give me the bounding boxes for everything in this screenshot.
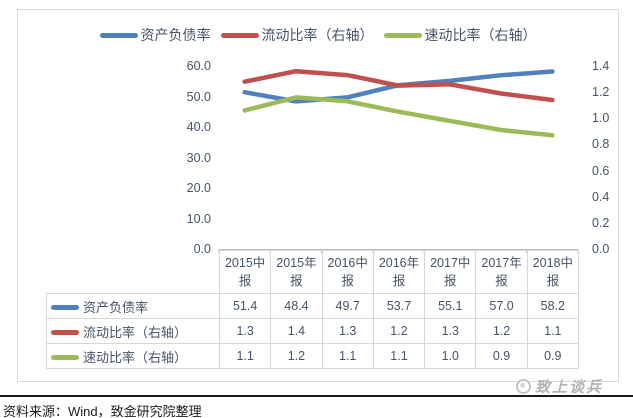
legend-line-swatch [220,32,259,38]
left-axis-tick: 60.0 [186,59,211,73]
left-axis-tick: 20.0 [186,181,211,195]
source-note: 资料来源：Wind，致金研究院整理 [3,404,202,418]
row-key-line-swatch [51,354,79,360]
table-value-cell: 48.4 [270,293,323,319]
table-header-cell: 2017中报 [424,250,477,294]
legend-item-0: 资产负债率 [99,25,211,45]
table-value-cell: 1.3 [218,318,272,344]
right-axis-tick: 1.4 [592,59,610,73]
left-axis-tick: 40.0 [186,120,211,134]
right-axis-tick: 1.0 [592,111,610,126]
left-axis-tick: 10.0 [186,211,211,226]
right-axis-tick: 0.4 [592,189,610,204]
right-axis-tick: 1.2 [592,85,610,100]
legend-label: 速动比率（右轴） [424,27,537,43]
table-value-cell: 1.1 [218,343,272,369]
left-axis-tick: 50.0 [186,89,211,104]
watermark-logo-icon [516,379,531,394]
table-value-cell: 1.3 [424,318,477,344]
legend-item-2: 速动比率（右轴） [383,25,537,45]
table-value-cell: 53.7 [372,293,426,319]
table-value-cell: 1.1 [372,343,426,369]
series-line-1 [242,68,555,103]
table-value-cell: 1.1 [526,318,579,344]
watermark: 致上谈兵 [516,376,603,397]
table-row-2: 速动比率（右轴） 1.1 1.2 1.1 1.1 1.0 0.9 0.9 [46,343,579,369]
right-axis-tick: 0.6 [592,163,610,178]
legend-label: 流动比率（右轴） [261,27,374,43]
table-value-cell: 57.0 [475,293,528,319]
table-header-cell: 2016年报 [372,250,426,294]
table-value-cell: 0.9 [475,343,528,369]
table-row-label: 资产负债率 [46,293,220,319]
table-value-cell: 0.9 [526,343,579,369]
table-value-cell: 1.2 [475,318,528,344]
right-axis-tick: 0.0 [592,242,610,256]
table-corner-cell [47,251,220,294]
table-value-cell: 58.2 [526,293,579,319]
table-row-0: 资产负债率 51.4 48.4 49.7 53.7 55.1 57.0 58.2 [46,293,579,319]
table-header-cell: 2016中报 [321,250,374,294]
table-row-1: 流动比率（右轴） 1.3 1.4 1.3 1.2 1.3 1.2 1.1 [46,318,579,344]
divider-line [0,395,633,397]
table-value-cell: 51.4 [218,293,272,319]
table-header-cell: 2018中报 [526,250,579,294]
table-header-row: 2015中报 2015年报 2016中报 2016年报 2017中报 2017年报 2018… [47,250,579,294]
watermark-text: 致上谈兵 [535,379,604,396]
left-axis-tick: 30.0 [186,150,211,165]
left-axis-tick: 0.0 [193,242,211,256]
table-header-cell: 2015中报 [218,250,272,294]
financial-ratio-chart: 资产负债率 流动比率（右轴） 速动比率（右轴） 60.0 50.0 40.0 30.0 20… [17,9,619,382]
table-value-cell: 1.2 [372,318,426,344]
table-row-label: 速动比率（右轴） [46,343,220,369]
table-value-cell: 1.3 [321,318,374,344]
table-value-cell: 1.0 [424,343,477,369]
table-value-cell: 1.4 [270,318,323,344]
table-value-cell: 1.1 [321,343,374,369]
table-value-cell: 55.1 [424,293,477,319]
row-key-line-swatch [51,304,79,310]
series-line-2 [242,95,555,138]
table-value-cell: 49.7 [321,293,374,319]
data-table: 2015中报 2015年报 2016中报 2016年报 2017中报 2017年报 2018… [46,250,579,369]
row-key-line-swatch [51,329,79,335]
legend-item-1: 流动比率（右轴） [220,25,374,45]
legend-label: 资产负债率 [140,27,211,43]
table-header-cell: 2017年报 [475,250,528,294]
right-axis-tick: 0.2 [592,215,610,230]
legend-line-swatch [99,32,138,38]
legend-line-swatch [383,32,422,38]
right-axis-tick: 0.8 [592,137,610,152]
table-value-cell: 1.2 [270,343,323,369]
chart-legend: 资产负债率 流动比率（右轴） 速动比率（右轴） [18,25,618,45]
table-row-label: 流动比率（右轴） [46,318,220,344]
table-header-cell: 2015年报 [270,250,323,294]
